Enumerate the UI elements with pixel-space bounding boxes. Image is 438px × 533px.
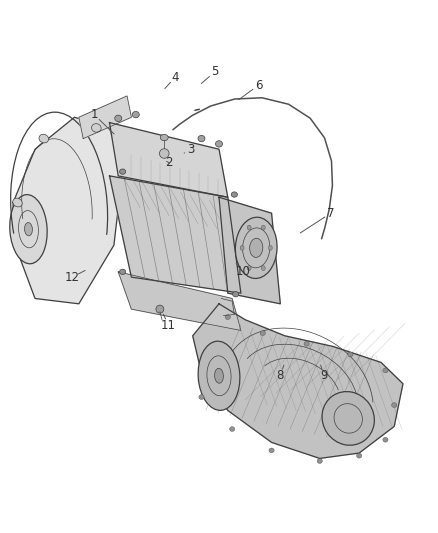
Text: 12: 12 (65, 271, 80, 284)
Ellipse shape (25, 223, 32, 236)
Polygon shape (79, 96, 131, 139)
Text: 4: 4 (171, 71, 179, 84)
Ellipse shape (250, 238, 263, 257)
Polygon shape (110, 176, 241, 293)
Ellipse shape (240, 245, 244, 251)
Polygon shape (13, 117, 123, 304)
Text: 5: 5 (211, 66, 218, 78)
Text: 3: 3 (187, 143, 194, 156)
Text: 8: 8 (277, 369, 284, 382)
Ellipse shape (115, 115, 122, 122)
Ellipse shape (348, 352, 353, 357)
Ellipse shape (156, 305, 164, 313)
Ellipse shape (10, 195, 47, 264)
Ellipse shape (357, 453, 362, 458)
Text: 2: 2 (165, 156, 173, 169)
Ellipse shape (39, 134, 49, 143)
Ellipse shape (304, 341, 309, 346)
Text: 11: 11 (161, 319, 176, 332)
Ellipse shape (230, 426, 235, 432)
Ellipse shape (261, 266, 265, 271)
Ellipse shape (231, 192, 237, 197)
Ellipse shape (233, 292, 239, 297)
Ellipse shape (199, 394, 204, 400)
Ellipse shape (392, 403, 397, 407)
Text: 6: 6 (254, 79, 262, 92)
Ellipse shape (13, 198, 22, 207)
Ellipse shape (247, 225, 251, 230)
Polygon shape (219, 197, 280, 304)
Text: 10: 10 (236, 265, 251, 278)
Polygon shape (118, 272, 241, 330)
Polygon shape (110, 123, 228, 197)
Ellipse shape (261, 225, 265, 230)
Ellipse shape (268, 245, 272, 251)
Ellipse shape (383, 368, 388, 373)
Ellipse shape (260, 330, 265, 336)
Ellipse shape (132, 111, 139, 118)
Ellipse shape (235, 217, 277, 278)
Ellipse shape (317, 458, 322, 463)
Ellipse shape (247, 266, 251, 271)
Ellipse shape (160, 134, 168, 141)
Text: 7: 7 (327, 207, 335, 220)
Ellipse shape (92, 124, 101, 132)
Ellipse shape (215, 141, 223, 147)
Ellipse shape (269, 448, 274, 453)
Ellipse shape (198, 341, 240, 410)
Ellipse shape (159, 149, 169, 158)
Ellipse shape (225, 314, 230, 320)
Ellipse shape (322, 392, 374, 445)
Ellipse shape (198, 135, 205, 142)
Text: 1: 1 (90, 108, 98, 121)
Ellipse shape (120, 269, 126, 274)
Ellipse shape (120, 169, 126, 174)
Polygon shape (193, 304, 403, 458)
Ellipse shape (215, 368, 223, 383)
Ellipse shape (383, 437, 388, 442)
Text: 9: 9 (320, 369, 328, 382)
